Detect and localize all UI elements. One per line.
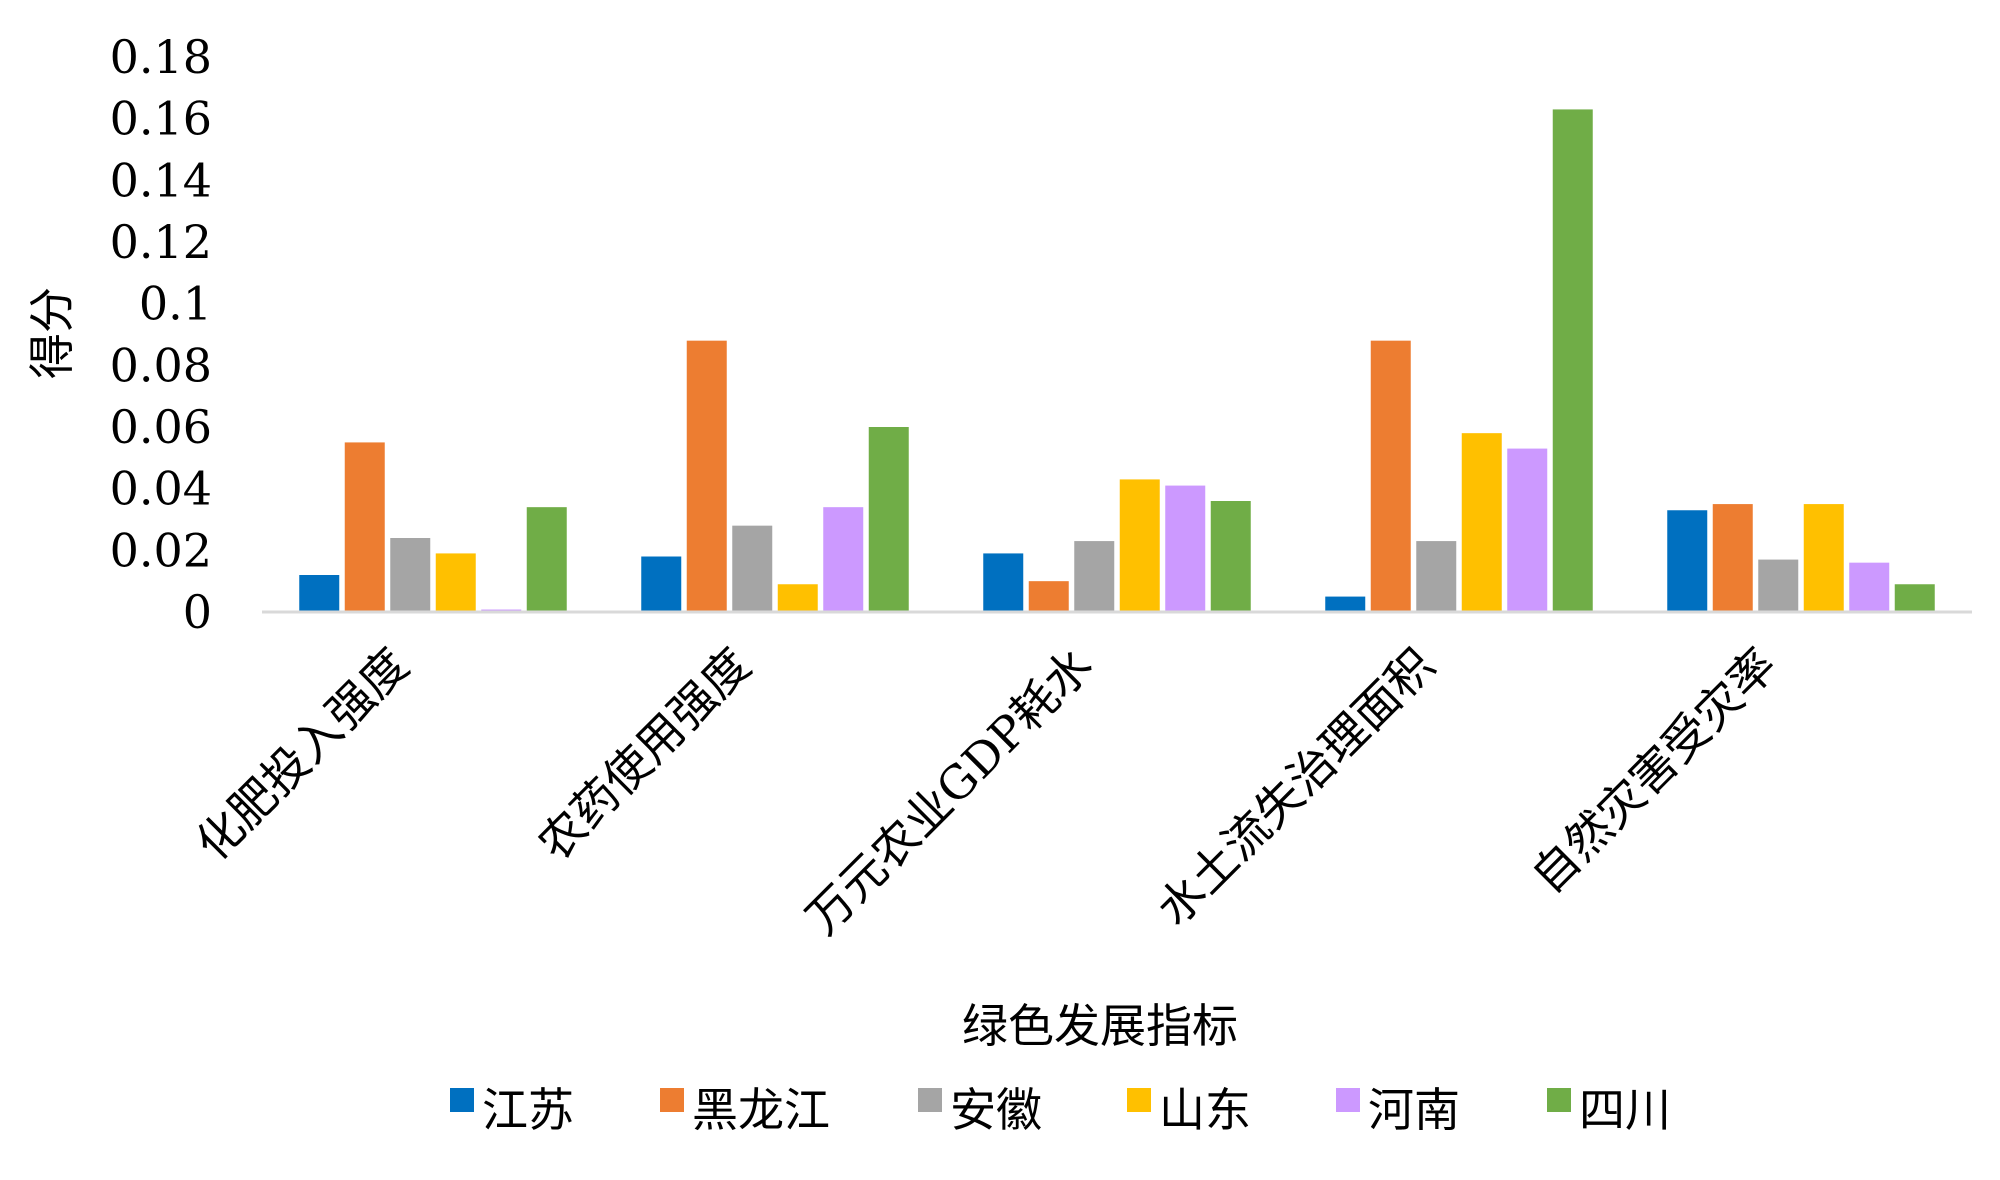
bar	[777, 584, 818, 612]
bar	[983, 553, 1024, 612]
bar	[1894, 584, 1935, 612]
legend-item: 黑龙江	[660, 1083, 830, 1137]
bar	[732, 525, 773, 612]
bar	[641, 556, 682, 612]
y-axis-title: 得分	[25, 287, 79, 379]
bar	[868, 427, 909, 612]
bar	[1119, 479, 1160, 612]
bar	[1507, 448, 1548, 612]
y-tick-label: 0.02	[110, 523, 212, 577]
legend-swatch	[450, 1088, 474, 1112]
bar	[1552, 109, 1593, 613]
x-axis-title: 绿色发展指标	[962, 999, 1238, 1053]
legend-label: 山东	[1159, 1083, 1251, 1137]
bar	[823, 507, 864, 612]
legend-swatch	[918, 1088, 942, 1112]
bar	[344, 442, 385, 612]
legend-swatch	[1127, 1088, 1151, 1112]
bar	[1416, 541, 1457, 612]
bar	[1667, 510, 1708, 612]
legend-item: 江苏	[450, 1083, 574, 1137]
y-tick-label: 0.14	[110, 153, 212, 207]
legend: 江苏 黑龙江 安徽 山东 河南 四川	[450, 1083, 1671, 1137]
legend-item: 山东	[1127, 1083, 1251, 1137]
y-tick-label: 0	[183, 585, 212, 639]
y-tick-label: 0.08	[110, 338, 212, 392]
y-tick-label: 0.16	[110, 92, 212, 146]
bar	[1370, 340, 1411, 612]
legend-swatch	[660, 1088, 684, 1112]
bar	[435, 553, 476, 612]
legend-item: 四川	[1547, 1083, 1671, 1137]
bar	[1712, 504, 1753, 612]
bar	[526, 507, 567, 612]
x-tick-label: 农药使用强度	[527, 638, 760, 871]
y-tick-label: 0.12	[110, 215, 212, 269]
legend-swatch	[1547, 1088, 1571, 1112]
bar	[1849, 562, 1890, 612]
legend-swatch	[1336, 1088, 1360, 1112]
y-axis-ticks: 0 0.02 0.04 0.06 0.08 0.1 0.12 0.14 0.16 0.18	[110, 30, 212, 639]
legend-label: 安徽	[950, 1083, 1042, 1137]
bar	[686, 340, 727, 612]
bar	[390, 538, 431, 612]
bar	[1461, 433, 1502, 612]
bar	[1803, 504, 1844, 612]
bar	[1165, 485, 1206, 612]
y-tick-label: 0.04	[110, 462, 212, 516]
bar	[1758, 559, 1799, 612]
legend-label: 河南	[1368, 1083, 1460, 1137]
legend-label: 江苏	[482, 1083, 574, 1137]
bar	[1325, 596, 1366, 612]
y-tick-label: 0.18	[110, 30, 212, 84]
y-tick-label: 0.06	[110, 400, 212, 454]
x-axis-ticks: 化肥投入强度 农药使用强度 万元农业GDP耗水 水土流失治理面积 自然灾害受灾率	[185, 638, 1786, 945]
x-tick-label: 自然灾害受灾率	[1521, 638, 1787, 904]
bar	[1210, 501, 1251, 612]
legend-item: 安徽	[918, 1083, 1042, 1137]
bar	[1028, 581, 1069, 612]
legend-label: 黑龙江	[692, 1083, 830, 1137]
bar	[1074, 541, 1115, 612]
legend-label: 四川	[1579, 1083, 1671, 1137]
x-tick-label: 水土流失治理面积	[1146, 638, 1444, 936]
bars	[299, 109, 1935, 613]
y-tick-label: 0.1	[139, 277, 212, 331]
x-tick-label: 万元农业GDP耗水	[795, 638, 1102, 945]
bar	[299, 575, 340, 612]
legend-item: 河南	[1336, 1083, 1460, 1137]
x-tick-label: 化肥投入强度	[185, 638, 418, 871]
